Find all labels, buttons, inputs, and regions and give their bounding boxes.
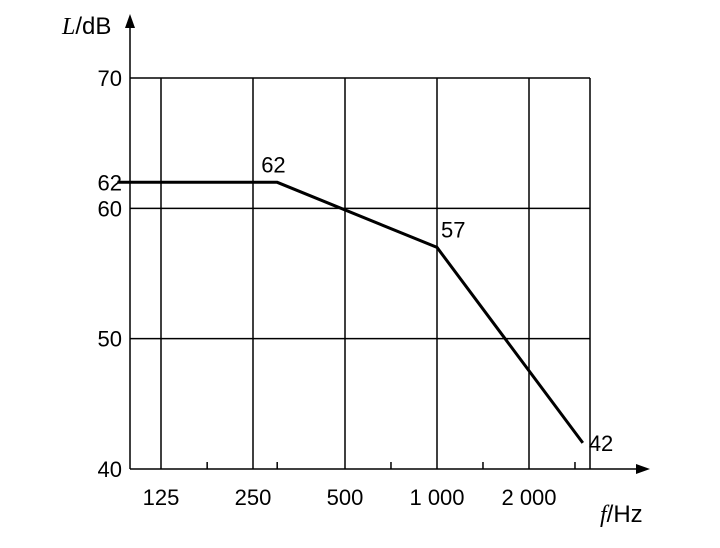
data-label: 57 xyxy=(441,217,465,242)
x-axis-arrow xyxy=(636,464,650,474)
data-label: 62 xyxy=(261,152,285,177)
axes xyxy=(125,14,650,474)
data-label: 42 xyxy=(589,431,613,456)
y-tick-label: 60 xyxy=(98,196,122,221)
x-tick-label: 125 xyxy=(143,485,180,510)
grid xyxy=(130,77,591,469)
x-axis-title: f/Hz xyxy=(600,501,643,528)
y-tick-label: 70 xyxy=(98,66,122,91)
series xyxy=(117,180,585,444)
x-axis-unit: /Hz xyxy=(607,501,643,528)
y-axis-unit: /dB xyxy=(75,13,111,40)
x-axis-var: f xyxy=(600,502,610,528)
y-axis-var: L xyxy=(61,14,75,40)
series-line xyxy=(117,180,585,444)
x-tick-label: 500 xyxy=(327,485,364,510)
ticks: 125 250 500 1 000 2 000 40 50 60 62 70 xyxy=(98,66,576,510)
y-axis-arrow xyxy=(125,14,135,28)
x-tick-label: 250 xyxy=(235,485,272,510)
x-tick-label: 1 000 xyxy=(409,485,464,510)
y-axis-title: L/dB xyxy=(61,13,111,40)
y-tick-label: 50 xyxy=(98,327,122,352)
x-tick-label: 2 000 xyxy=(501,485,556,510)
labels: 62 57 42 xyxy=(261,152,613,456)
y-tick-label: 40 xyxy=(98,457,122,482)
